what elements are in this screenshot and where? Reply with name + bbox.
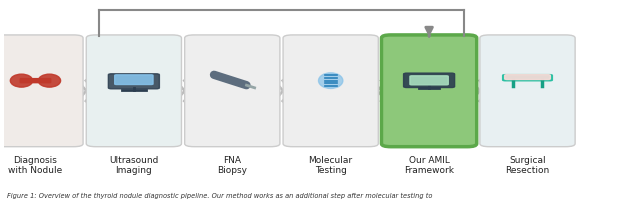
- Text: Molecular
Testing: Molecular Testing: [308, 156, 353, 175]
- Text: FNA
Biopsy: FNA Biopsy: [217, 156, 247, 175]
- Ellipse shape: [38, 74, 61, 87]
- FancyBboxPatch shape: [381, 35, 477, 147]
- FancyBboxPatch shape: [480, 35, 575, 147]
- Text: Surgical
Resection: Surgical Resection: [506, 156, 550, 175]
- Ellipse shape: [319, 73, 343, 88]
- FancyBboxPatch shape: [404, 73, 454, 88]
- FancyBboxPatch shape: [410, 76, 448, 85]
- FancyBboxPatch shape: [283, 35, 378, 147]
- FancyBboxPatch shape: [86, 35, 182, 147]
- FancyBboxPatch shape: [115, 75, 153, 84]
- FancyBboxPatch shape: [20, 79, 51, 83]
- Text: Diagnosis
with Nodule: Diagnosis with Nodule: [8, 156, 63, 175]
- FancyBboxPatch shape: [185, 35, 280, 147]
- FancyBboxPatch shape: [108, 74, 159, 89]
- FancyBboxPatch shape: [505, 75, 550, 80]
- Text: Our AMIL
Framework: Our AMIL Framework: [404, 156, 454, 175]
- Text: Ultrasound
Imaging: Ultrasound Imaging: [109, 156, 159, 175]
- Text: Figure 1: Overview of the thyroid nodule diagnostic pipeline. Our method works a: Figure 1: Overview of the thyroid nodule…: [7, 192, 432, 199]
- Ellipse shape: [10, 74, 33, 87]
- FancyBboxPatch shape: [502, 75, 552, 81]
- FancyBboxPatch shape: [0, 35, 83, 147]
